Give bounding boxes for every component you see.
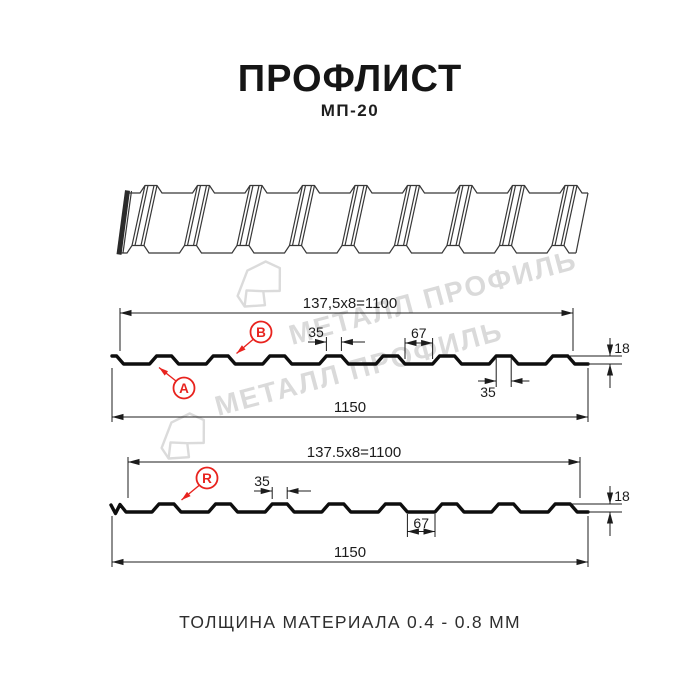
dim-label-height-1: 18 (614, 340, 630, 356)
sheet-3d-left-edge-line (122, 190, 133, 254)
cross-section-1: 137,5x8=1100 35 67 35 (110, 295, 630, 422)
marker-r-badge: R (181, 466, 219, 501)
metall-profil-logo-icon (236, 260, 282, 308)
page-subtitle: МП-20 (320, 101, 380, 120)
sheet-3d-left-edge (116, 190, 130, 255)
dim-module-width-1: 137,5x8=1100 (119, 295, 574, 351)
sheet-3d-drawing (116, 184, 589, 255)
dim-label-crest-width-1: 35 (308, 324, 324, 340)
dim-height-2: 18 (570, 486, 630, 536)
dim-label-crest-width-bottom-1: 35 (480, 384, 496, 400)
marker-a-letter: А (179, 381, 189, 396)
cross-section-2-profile (109, 502, 590, 516)
marker-b-badge: В (236, 320, 273, 355)
dim-label-module-width-1: 137,5x8=1100 (303, 295, 397, 312)
dim-module-width-2: 137.5x8=1100 (127, 444, 581, 498)
dim-overall-width-2: 1150 (111, 516, 589, 567)
cross-section-1-profile (110, 354, 590, 366)
dim-label-module-width-2: 137.5x8=1100 (307, 444, 401, 461)
dim-label-overall-width-2: 1150 (334, 544, 366, 561)
sheet-3d-far-edge (126, 184, 588, 194)
dim-label-overall-width-1: 1150 (334, 399, 366, 416)
dim-label-height-2: 18 (614, 488, 630, 504)
marker-r-circle (195, 466, 219, 490)
dim-valley-width-2: 67 (406, 514, 436, 537)
sheet-3d-near-edge (118, 244, 576, 254)
page-title: ПРОФЛИСТ (237, 58, 463, 100)
dim-valley-width-1: 67 (404, 325, 434, 359)
dim-label-valley-width-2: 67 (413, 515, 429, 531)
marker-a-badge: А (158, 366, 196, 400)
sheet-3d-right-edge (575, 192, 589, 254)
dim-overall-width-1: 1150 (111, 368, 589, 422)
marker-b-letter: В (256, 325, 266, 340)
dim-label-crest-width-2: 35 (254, 473, 270, 489)
watermark-top: МЕТАЛЛ ПРОФИЛЬ (236, 244, 580, 351)
dim-crest-width-2: 35 (254, 473, 311, 499)
dim-crest-width-1: 35 (308, 324, 365, 351)
cross-section-2: 137.5x8=1100 35 67 18 (109, 444, 630, 567)
material-thickness-note: ТОЛЩИНА МАТЕРИАЛА 0.4 - 0.8 ММ (179, 612, 521, 632)
marker-a-circle (172, 376, 196, 400)
dim-crest-width-bottom-1: 35 (478, 358, 530, 400)
marker-b-circle (249, 320, 273, 344)
marker-r-letter: R (202, 471, 212, 486)
dim-label-valley-width-1: 67 (411, 325, 427, 341)
sheet-3d-rib-lines (131, 185, 578, 246)
dim-height-1: 18 (570, 338, 630, 388)
metall-profil-logo-icon (160, 412, 206, 460)
